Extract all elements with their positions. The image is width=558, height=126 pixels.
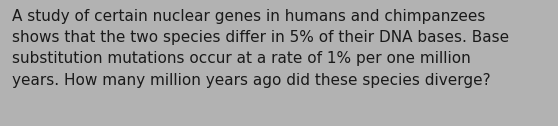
Text: A study of certain nuclear genes in humans and chimpanzees
shows that the two sp: A study of certain nuclear genes in huma… xyxy=(12,9,509,88)
